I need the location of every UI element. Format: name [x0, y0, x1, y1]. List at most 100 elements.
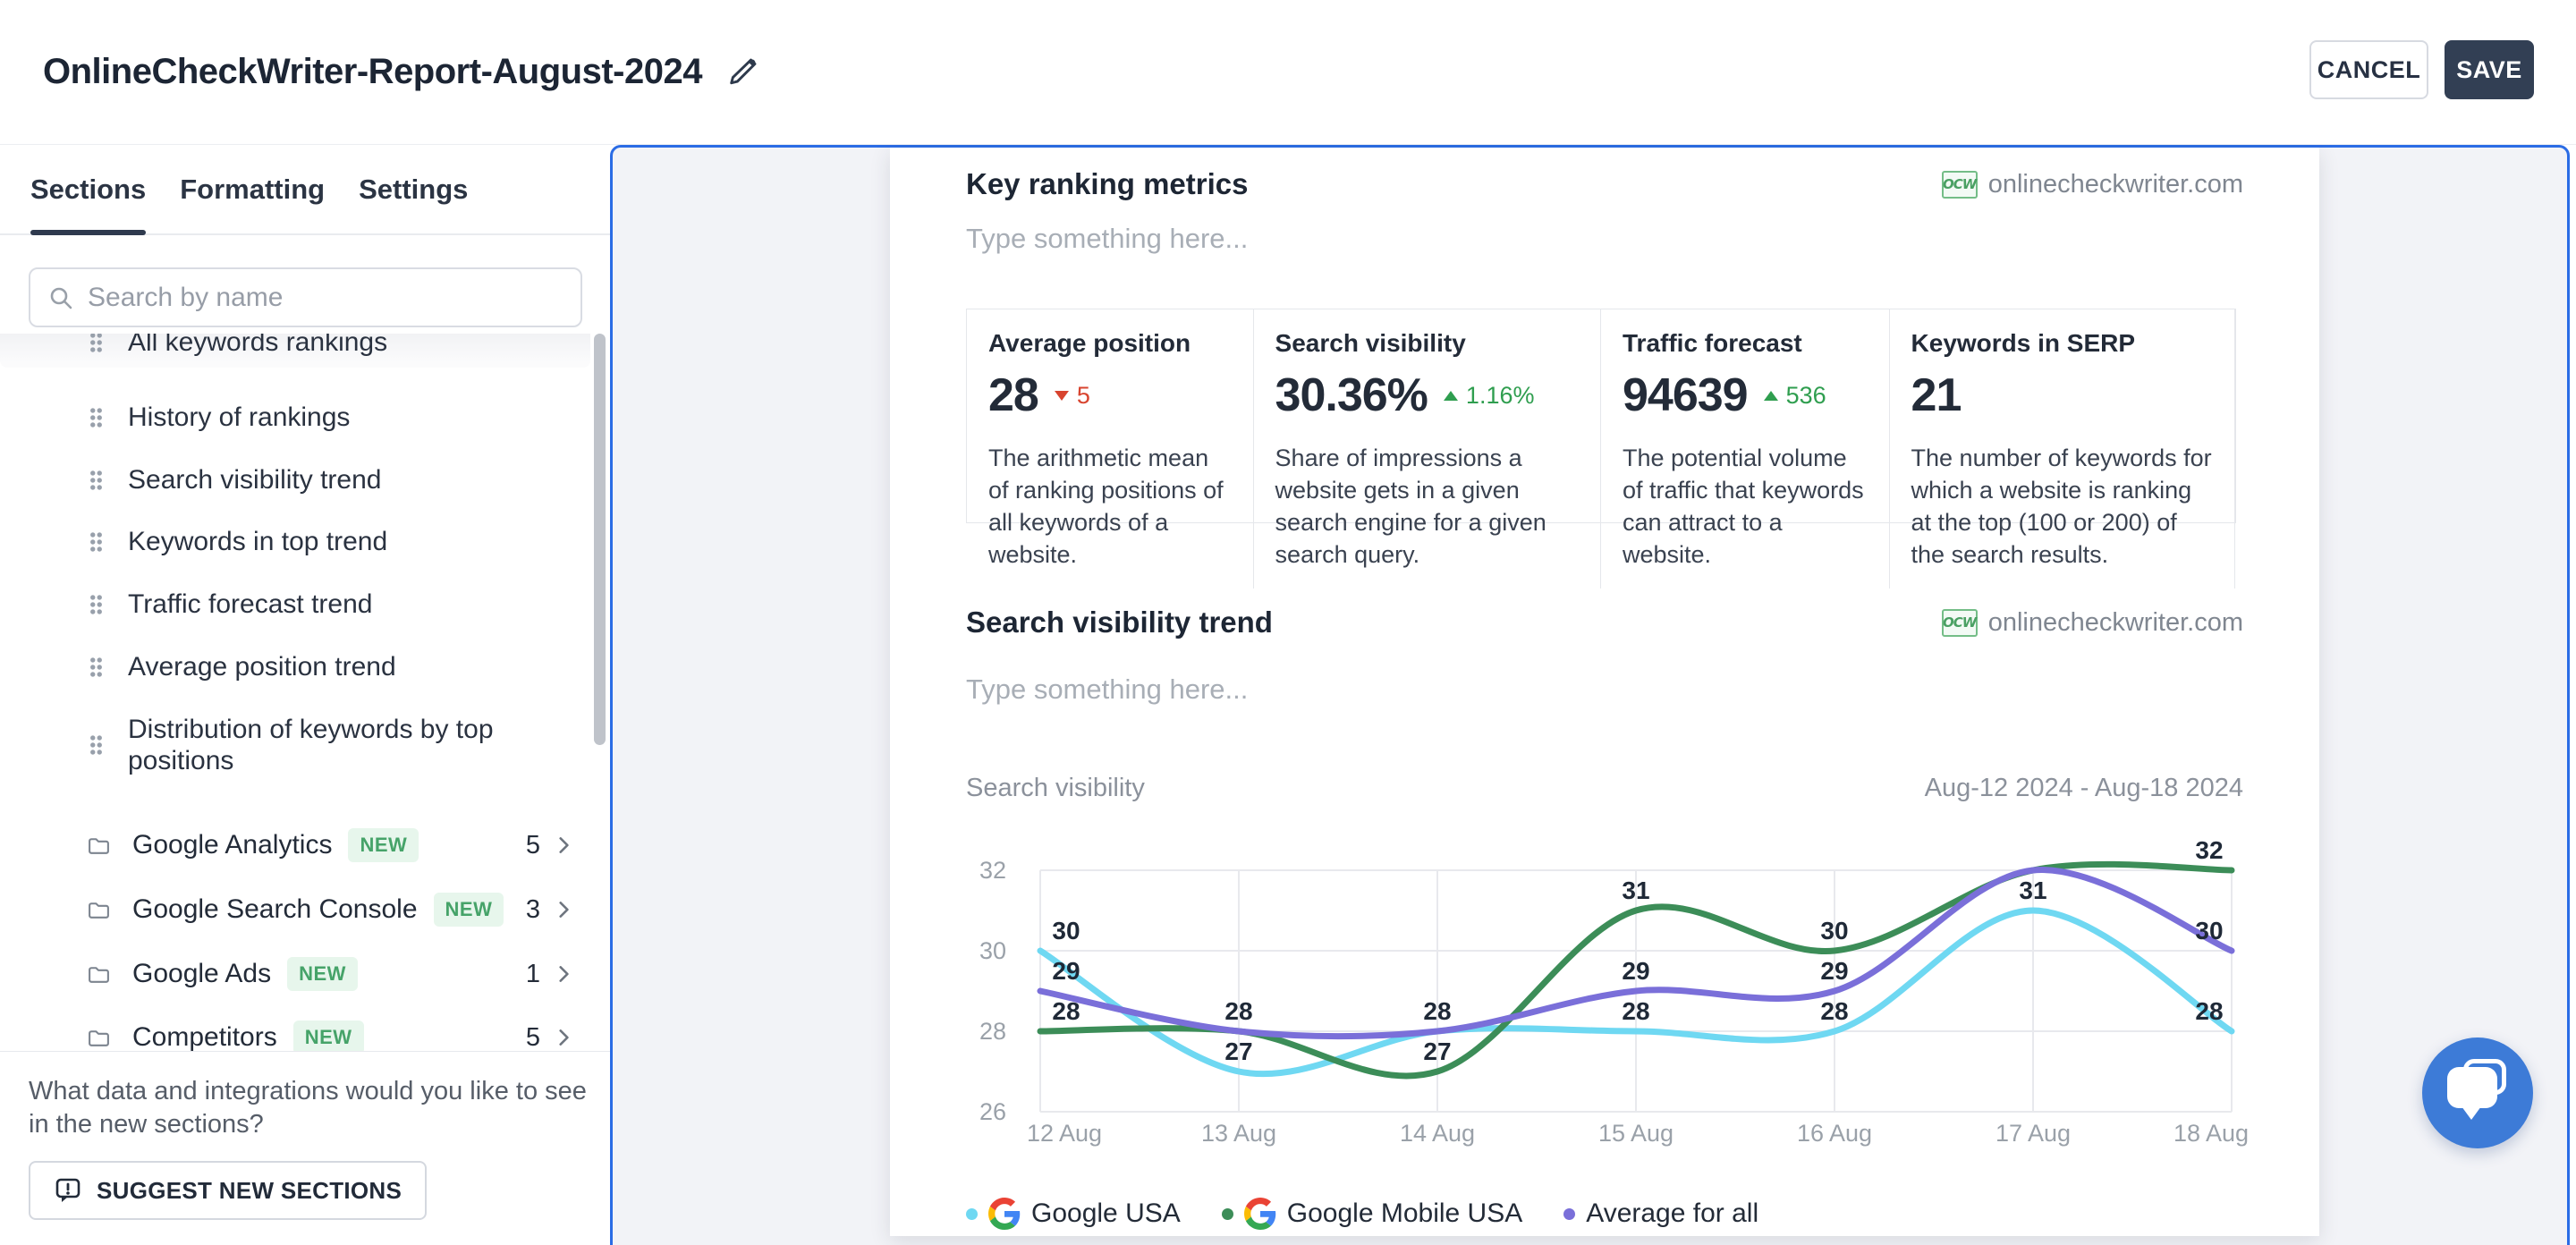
delta-value: 536 — [1785, 381, 1826, 409]
section-list-item[interactable]: Average position trend — [0, 640, 590, 694]
chat-widget-button[interactable] — [2422, 1038, 2533, 1148]
metric-value-row: 21 — [1911, 372, 2213, 419]
legend-item[interactable]: Google Mobile USA — [1221, 1198, 1522, 1230]
chevron-right-icon — [559, 1029, 569, 1046]
legend-dot — [1221, 1207, 1233, 1220]
metric-value: 94639 — [1623, 369, 1749, 421]
tab-label: Sections — [30, 173, 147, 205]
section-search[interactable] — [29, 267, 582, 327]
svg-text:26: 26 — [979, 1098, 1006, 1125]
delta-value: 1.16% — [1465, 381, 1535, 409]
svg-text:28: 28 — [2195, 997, 2223, 1025]
section-list-item[interactable]: History of rankings — [0, 391, 590, 445]
metric-delta: 536 — [1763, 381, 1826, 410]
folder-label: Google Ads — [132, 959, 272, 988]
svg-text:30: 30 — [1052, 917, 1080, 944]
drag-handle-icon[interactable] — [89, 734, 103, 756]
sidebar-tab[interactable]: Sections — [30, 145, 147, 235]
legend-item[interactable]: Google USA — [966, 1198, 1181, 1230]
sidebar-tab[interactable]: Settings — [359, 145, 468, 233]
key-metrics-table: Average position 28 5 The arithmetic mea… — [966, 309, 2236, 589]
section-folder-row[interactable]: Google Search Console NEW 3 — [0, 883, 590, 936]
svg-text:28: 28 — [1423, 997, 1451, 1025]
metric-label: Average position — [988, 329, 1191, 357]
search-icon — [50, 287, 72, 309]
edit-icon[interactable] — [725, 55, 759, 89]
svg-text:29: 29 — [1622, 957, 1649, 985]
drag-handle-icon[interactable] — [89, 531, 103, 553]
section-folder-row[interactable]: Google Analytics NEW 5 — [0, 818, 590, 872]
svg-text:16 Aug: 16 Aug — [1797, 1120, 1872, 1147]
save-button[interactable]: SAVE — [2445, 40, 2534, 99]
folder-count: 3 — [525, 894, 540, 924]
section-item-label: All keywords rankings — [128, 334, 388, 357]
folder-icon — [89, 902, 109, 919]
metric-value-row: 30.36% 1.16% — [1275, 372, 1579, 419]
sidebar: Sections Formatting Settings All keywords … — [0, 145, 610, 1245]
metric-description: Share of impressions a website gets in a… — [1275, 445, 1546, 568]
new-badge: NEW — [348, 828, 419, 862]
legend-label: Google USA — [1031, 1198, 1181, 1228]
folder-label: Google Search Console — [132, 894, 418, 924]
search-input[interactable] — [88, 282, 517, 313]
section-list-item[interactable]: Search visibility trend — [0, 453, 590, 507]
chart-legend: Google USA Google Mobile USA — [966, 1196, 1758, 1232]
tab-label: Formatting — [180, 173, 326, 205]
folder-count: 5 — [525, 1022, 540, 1052]
report-title: OnlineCheckWriter-Report-August-2024 — [43, 52, 702, 91]
section-item-label: Keywords in top trend — [128, 527, 388, 556]
svg-text:30: 30 — [979, 937, 1006, 964]
metric-label: Search visibility — [1275, 329, 1466, 357]
text-placeholder[interactable]: Type something here... — [966, 223, 1249, 254]
site-domain: onlinecheckwriter.com — [1987, 607, 2243, 637]
svg-text:13 Aug: 13 Aug — [1201, 1120, 1276, 1147]
drag-handle-icon[interactable] — [89, 594, 103, 615]
delta-value: 5 — [1076, 381, 1090, 409]
section-item-label: Search visibility trend — [128, 465, 382, 495]
section-title: Key ranking metrics — [966, 167, 1249, 200]
svg-text:28: 28 — [1224, 997, 1252, 1025]
header-actions: CANCEL SAVE — [2309, 40, 2534, 99]
svg-text:14 Aug: 14 Aug — [1400, 1120, 1475, 1147]
metric-cell: Traffic forecast 94639 536 The potential… — [1601, 309, 1890, 589]
section-list-item[interactable]: Keywords in top trend — [0, 515, 590, 569]
folder-label: Google Analytics — [132, 830, 333, 860]
metric-delta: 1.16% — [1443, 381, 1535, 410]
drag-handle-icon[interactable] — [89, 407, 103, 428]
section-title: Search visibility trend — [966, 606, 1273, 639]
section-search-visibility-header: Search visibility trend OCW onlinecheckw… — [966, 606, 2243, 639]
legend-label: Average for all — [1586, 1198, 1759, 1228]
metric-cell: Average position 28 5 The arithmetic mea… — [967, 309, 1254, 589]
legend-item[interactable]: Average for all — [1563, 1198, 1758, 1229]
svg-text:28: 28 — [1622, 997, 1649, 1025]
cancel-button[interactable]: CANCEL — [2309, 40, 2428, 99]
site-brand: OCW onlinecheckwriter.com — [1941, 170, 2243, 199]
drag-handle-icon[interactable] — [89, 334, 103, 353]
sidebar-tab[interactable]: Formatting — [180, 145, 325, 233]
metric-description: The number of keywords for which a websi… — [1911, 445, 2212, 568]
metric-value: 30.36% — [1275, 369, 1428, 421]
suggest-sections-button[interactable]: SUGGEST NEW SECTIONS — [29, 1161, 428, 1220]
folder-count: 1 — [525, 959, 540, 988]
suggest-button-label: SUGGEST NEW SECTIONS — [97, 1176, 402, 1204]
chevron-right-icon — [559, 837, 569, 853]
metric-label: Keywords in SERP — [1911, 329, 2136, 357]
section-folder-row[interactable]: Google Ads NEW 1 — [0, 947, 590, 1001]
delta-arrow-icon — [1054, 390, 1069, 401]
folder-label: Competitors — [132, 1022, 277, 1051]
chevron-right-icon — [559, 966, 569, 982]
chat-bubble-icon — [2447, 1067, 2497, 1108]
section-list-item[interactable]: Distribution of keywords by top position… — [0, 699, 590, 792]
drag-handle-icon[interactable] — [89, 470, 103, 491]
sidebar-scrollbar-thumb[interactable] — [594, 334, 606, 745]
section-list-item[interactable]: All keywords rankings — [0, 334, 590, 368]
svg-text:32: 32 — [2195, 836, 2223, 864]
text-placeholder[interactable]: Type something here... — [966, 673, 1249, 705]
metric-description: The potential volume of traffic that key… — [1623, 445, 1864, 568]
drag-handle-icon[interactable] — [89, 656, 103, 678]
svg-text:15 Aug: 15 Aug — [1598, 1120, 1674, 1147]
metric-value: 21 — [1911, 369, 1962, 421]
section-folder-row[interactable]: Competitors NEW 5 — [0, 1011, 590, 1051]
section-list-item[interactable]: Traffic forecast trend — [0, 578, 590, 631]
